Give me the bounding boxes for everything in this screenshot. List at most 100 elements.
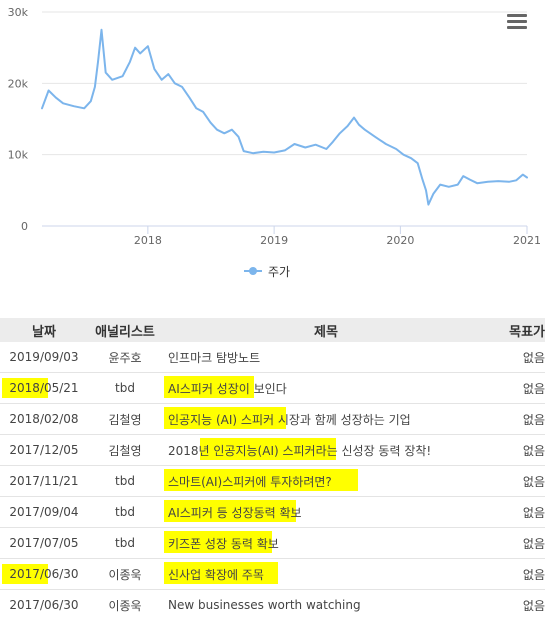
report-analyst: tbd bbox=[88, 465, 162, 497]
x-tick-label: 2020 bbox=[386, 234, 414, 247]
title-highlight-mark bbox=[164, 406, 286, 429]
table-row[interactable]: 2017/11/21 tbd 스마트(AI)스피커에 투자하려면? 없음 bbox=[0, 465, 545, 497]
report-title-wrapper: 신사업 확장에 주목 bbox=[164, 561, 278, 584]
report-title-link[interactable]: 인프마크 탐방노트 bbox=[168, 350, 261, 365]
report-date: 2017/09/04 bbox=[9, 505, 79, 519]
report-title-link[interactable]: New businesses worth watching bbox=[168, 598, 361, 612]
report-date: 2017/06/30 bbox=[9, 598, 79, 612]
report-target-price: 없음 bbox=[490, 558, 545, 590]
report-date-cell: 2017/12/05 bbox=[0, 434, 88, 466]
hamburger-icon bbox=[507, 14, 527, 29]
report-title-cell: AI스피커 성장이 보인다 bbox=[162, 372, 490, 404]
x-tick-label: 2019 bbox=[260, 234, 288, 247]
report-title-link[interactable]: 인공지능 (AI) 스피커 시장과 함께 성장하는 기업 bbox=[168, 412, 411, 427]
report-date-cell: 2018/02/08 bbox=[0, 403, 88, 435]
title-highlight-mark bbox=[164, 561, 278, 584]
table-row[interactable]: 2018/02/08 김철영 인공지능 (AI) 스피커 시장과 함께 성장하는 기… bbox=[0, 403, 545, 435]
report-title-wrapper: 2018년 인공지능(AI) 스피커라는 신성장 동력 장착! bbox=[168, 437, 432, 460]
title-highlight-mark bbox=[164, 530, 272, 553]
report-date: 2017/07/05 bbox=[9, 536, 79, 550]
title-highlight-mark bbox=[164, 499, 296, 522]
table-row[interactable]: 2017/06/30 이종욱 New businesses worth watchi… bbox=[0, 590, 545, 621]
report-date: 2018/02/08 bbox=[9, 412, 79, 426]
report-title-link[interactable]: AI스피커 성장이 보인다 bbox=[168, 381, 287, 396]
report-title-wrapper: 스마트(AI)스피커에 투자하려면? bbox=[164, 468, 358, 491]
report-date-cell: 2017/11/21 bbox=[0, 465, 88, 497]
report-title-cell: 2018년 인공지능(AI) 스피커라는 신성장 동력 장착! bbox=[162, 434, 490, 466]
report-target-price: 없음 bbox=[490, 342, 545, 373]
report-title-link[interactable]: 2018년 인공지능(AI) 스피커라는 신성장 동력 장착! bbox=[168, 443, 432, 458]
legend-marker-icon bbox=[244, 265, 262, 277]
table-row[interactable]: 2017/12/05 김철영 2018년 인공지능(AI) 스피커라는 신성장 동력… bbox=[0, 434, 545, 466]
column-header-date[interactable]: 날짜 bbox=[0, 318, 88, 342]
y-tick-label: 0 bbox=[21, 220, 28, 233]
report-title-wrapper: AI스피커 성장이 보인다 bbox=[164, 375, 287, 398]
report-analyst: 김철영 bbox=[88, 434, 162, 466]
chart-menu-button[interactable] bbox=[507, 14, 527, 32]
y-tick-label: 30k bbox=[8, 6, 29, 19]
table-header-row: 날짜 애널리스트 제목 목표가 bbox=[0, 318, 545, 342]
report-title-cell: 인공지능 (AI) 스피커 시장과 함께 성장하는 기업 bbox=[162, 403, 490, 435]
table-row[interactable]: 2019/09/03 윤주호 인프마크 탐방노트 없음 bbox=[0, 342, 545, 373]
report-date-cell: 2017/09/04 bbox=[0, 496, 88, 528]
report-date-cell: 2019/09/03 bbox=[0, 342, 88, 373]
report-date: 2018/05/21 bbox=[9, 381, 79, 395]
column-header-title[interactable]: 제목 bbox=[162, 318, 490, 342]
report-date-cell: 2017/07/05 bbox=[0, 527, 88, 559]
y-tick-label: 10k bbox=[8, 149, 29, 162]
x-tick-label: 2018 bbox=[134, 234, 162, 247]
report-title-link[interactable]: 신사업 확장에 주목 bbox=[168, 567, 264, 582]
title-highlight-mark bbox=[164, 375, 254, 398]
report-title-link[interactable]: 키즈폰 성장 동력 확보 bbox=[168, 536, 279, 551]
report-target-price: 없음 bbox=[490, 372, 545, 404]
column-header-target[interactable]: 목표가 bbox=[490, 318, 545, 342]
title-highlight-mark bbox=[164, 468, 358, 491]
column-header-analyst[interactable]: 애널리스트 bbox=[88, 318, 162, 342]
report-date: 2017/11/21 bbox=[9, 474, 79, 488]
report-date-cell: 2017/06/30 bbox=[0, 558, 88, 590]
report-target-price: 없음 bbox=[490, 403, 545, 435]
title-highlight-mark bbox=[200, 437, 336, 460]
report-title-cell: 인프마크 탐방노트 bbox=[162, 342, 490, 373]
report-date-cell: 2018/05/21 bbox=[0, 372, 88, 404]
report-target-price: 없음 bbox=[490, 527, 545, 559]
report-date: 2017/12/05 bbox=[9, 443, 79, 457]
y-tick-label: 20k bbox=[8, 77, 29, 90]
report-title-cell: New businesses worth watching bbox=[162, 590, 490, 621]
report-title-cell: AI스피커 등 성장동력 확보 bbox=[162, 496, 490, 528]
report-analyst: 김철영 bbox=[88, 403, 162, 435]
table-row[interactable]: 2017/09/04 tbd AI스피커 등 성장동력 확보 없음 bbox=[0, 496, 545, 528]
report-title-cell: 키즈폰 성장 동력 확보 bbox=[162, 527, 490, 559]
report-analyst: tbd bbox=[88, 496, 162, 528]
chart-legend-item[interactable]: 주가 bbox=[244, 262, 290, 280]
date-highlight-mark bbox=[2, 564, 48, 584]
series-line-주가 bbox=[41, 28, 528, 206]
table-row[interactable]: 2017/07/05 tbd 키즈폰 성장 동력 확보 없음 bbox=[0, 527, 545, 559]
report-date: 2017/06/30 bbox=[9, 567, 79, 581]
report-title-wrapper: AI스피커 등 성장동력 확보 bbox=[164, 499, 302, 522]
date-highlight-mark bbox=[2, 378, 48, 398]
report-title-cell: 신사업 확장에 주목 bbox=[162, 558, 490, 590]
chart-svg: 0 10k 20k 30k 2018 2019 2020 2021 bbox=[8, 6, 541, 247]
report-analyst: tbd bbox=[88, 527, 162, 559]
report-title-wrapper: 인프마크 탐방노트 bbox=[168, 349, 260, 366]
report-date: 2019/09/03 bbox=[9, 350, 79, 364]
x-tick-label: 2021 bbox=[513, 234, 541, 247]
stock-price-chart: 0 10k 20k 30k 2018 2019 2020 2021 주가 bbox=[0, 0, 545, 300]
report-analyst: tbd bbox=[88, 372, 162, 404]
table-row[interactable]: 2018/05/21 tbd AI스피커 성장이 보인다 없음 bbox=[0, 372, 545, 404]
report-target-price: 없음 bbox=[490, 434, 545, 466]
report-title-link[interactable]: AI스피커 등 성장동력 확보 bbox=[168, 505, 302, 520]
report-date-cell: 2017/06/30 bbox=[0, 590, 88, 621]
report-title-wrapper: 키즈폰 성장 동력 확보 bbox=[164, 530, 279, 553]
report-target-price: 없음 bbox=[490, 496, 545, 528]
report-target-price: 없음 bbox=[522, 598, 545, 613]
report-analyst: 윤주호 bbox=[88, 342, 162, 373]
report-title-link[interactable]: 스마트(AI)스피커에 투자하려면? bbox=[168, 474, 332, 489]
report-analyst: 이종욱 bbox=[108, 598, 142, 613]
report-title-cell: 스마트(AI)스피커에 투자하려면? bbox=[162, 465, 490, 497]
analyst-report-table: 날짜 애널리스트 제목 목표가 2019/09/03 윤주호 인프마크 탐방노트 없음… bbox=[0, 318, 545, 620]
legend-label: 주가 bbox=[268, 264, 291, 279]
report-analyst: 이종욱 bbox=[88, 558, 162, 590]
table-row[interactable]: 2017/06/30 이종욱 신사업 확장에 주목 없음 bbox=[0, 558, 545, 590]
